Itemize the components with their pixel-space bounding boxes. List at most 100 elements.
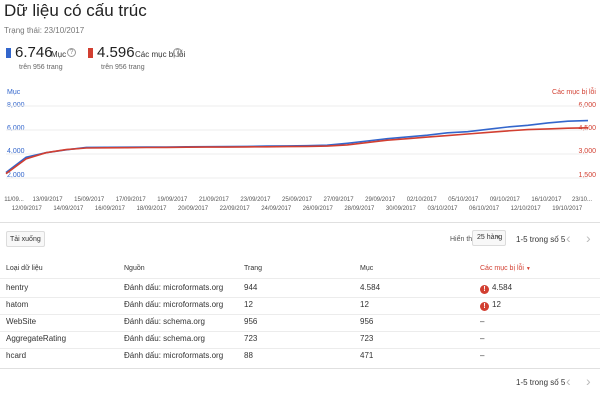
x-tick-label: 27/09/2017 [323, 197, 354, 203]
table-header-divider [0, 278, 600, 279]
cell-error-items: – [480, 351, 485, 360]
metric-error-items: 4.596 Các mục bị lỗi ? trên 956 trang [88, 44, 198, 74]
cell-source: Đánh dấu: schema.org [124, 334, 205, 343]
cell-source: Đánh dấu: schema.org [124, 317, 205, 326]
x-tick-label: 23/09/2017 [240, 197, 271, 203]
items-count: 6.746 [15, 44, 53, 61]
cell-type: hcard [6, 351, 27, 360]
x-tick-label: 29/09/2017 [365, 197, 396, 203]
errors-color-swatch [88, 48, 93, 58]
error-items-sub: trên 956 trang [101, 64, 145, 71]
cell-source: Đánh dấu: microformats.org [124, 300, 224, 309]
x-tick-label: 26/09/2017 [302, 206, 333, 212]
column-header-error-items[interactable]: Các mục bị lỗi ▼ [480, 265, 531, 272]
x-tick-label: 02/10/2017 [406, 197, 437, 203]
help-icon[interactable]: ? [173, 48, 182, 57]
download-button[interactable]: Tải xuống [6, 231, 45, 247]
error-icon: ! [480, 285, 489, 294]
column-header-source[interactable]: Nguồn [124, 265, 145, 272]
error-count: 4.584 [492, 283, 513, 292]
items-color-swatch [6, 48, 11, 58]
x-tick-label: 15/09/2017 [74, 197, 105, 203]
series-line-error-items [5, 127, 589, 175]
chevron-right-icon[interactable]: › [586, 230, 591, 246]
x-tick-label: 19/10/2017 [552, 206, 583, 212]
cell-pages: 956 [244, 317, 258, 326]
line-chart [5, 105, 589, 179]
row-divider [0, 348, 600, 349]
x-tick-label: 09/10/2017 [489, 197, 520, 203]
x-tick-label: 21/09/2017 [198, 197, 229, 203]
error-items-count: 4.596 [97, 44, 135, 61]
x-tick-label: 22/09/2017 [219, 206, 250, 212]
x-tick-label: 13/09/2017 [32, 197, 63, 203]
x-tick-label: 20/09/2017 [178, 206, 209, 212]
chevron-left-icon[interactable]: ‹ [566, 373, 571, 389]
x-tick-label: 25/09/2017 [281, 197, 313, 203]
cell-error-items: ! 4.584 [480, 283, 512, 294]
left-tick: 4,000 [7, 148, 25, 155]
chart-grid [6, 105, 588, 179]
right-tick: 3,000 [578, 148, 596, 155]
items-label: Mục [51, 50, 67, 59]
error-items-label: Các mục bị lỗi [135, 50, 186, 59]
x-tick-label: 28/09/2017 [344, 206, 375, 212]
column-header-items[interactable]: Mục [360, 265, 374, 272]
x-tick-label: 12/10/2017 [510, 206, 541, 212]
x-tick-label: 14/09/2017 [53, 206, 84, 212]
pagination-range: 1-5 trong số 5 [516, 235, 566, 244]
cell-source: Đánh dấu: microformats.org [124, 351, 224, 360]
cell-error-items: – [480, 317, 485, 326]
x-tick-label: 17/09/2017 [115, 197, 146, 203]
x-tick-label: 03/10/2017 [427, 206, 458, 212]
error-icon: ! [480, 302, 489, 311]
left-tick: 6,000 [7, 125, 25, 132]
rows-per-page-select[interactable]: 25 hàng ▼ [472, 230, 506, 246]
row-divider [0, 314, 600, 315]
row-divider [0, 297, 600, 298]
sort-desc-icon: ▼ [525, 266, 531, 272]
cell-type: AggregateRating [6, 334, 67, 343]
cell-error-items: – [480, 334, 485, 343]
divider [0, 222, 600, 223]
x-tick-label: 30/09/2017 [385, 206, 416, 212]
x-tick-label: 24/09/2017 [261, 206, 292, 212]
cell-error-items: ! 12 [480, 300, 501, 311]
chevron-left-icon[interactable]: ‹ [566, 230, 571, 246]
cell-items: 471 [360, 351, 374, 360]
column-header-type[interactable]: Loại dữ liệu [6, 265, 43, 272]
cell-type: hatom [6, 300, 29, 309]
cell-type: hentry [6, 283, 29, 292]
chevron-right-icon[interactable]: › [586, 373, 591, 389]
cell-pages: 12 [244, 300, 253, 309]
metric-items: 6.746 Mục ? trên 956 trang [6, 44, 86, 74]
x-tick-label: 06/10/2017 [469, 206, 500, 212]
cell-items: 956 [360, 317, 374, 326]
x-tick-label: 12/09/2017 [11, 206, 42, 212]
chevron-down-icon: ▼ [495, 235, 501, 241]
cell-items: 12 [360, 300, 369, 309]
error-count: 12 [492, 300, 501, 309]
x-tick-label: 19/09/2017 [157, 197, 188, 203]
right-tick: 1,500 [578, 172, 596, 179]
cell-pages: 944 [244, 283, 258, 292]
x-tick-label: 16/09/2017 [94, 206, 125, 212]
rows-label: Hiển thị [450, 236, 474, 243]
left-tick: 2,000 [7, 172, 25, 179]
rows-per-page-value: 25 hàng [477, 234, 503, 241]
x-tick-label: 05/10/2017 [448, 197, 479, 203]
column-header-error-label: Các mục bị lỗi [480, 265, 524, 272]
items-sub: trên 956 trang [19, 64, 63, 71]
row-divider [0, 331, 600, 332]
column-header-pages[interactable]: Trang [244, 265, 263, 272]
x-tick-label: 23/10... [571, 197, 593, 203]
page-title: Dữ liệu có cấu trúc [4, 1, 147, 20]
cell-type: WebSite [6, 317, 37, 326]
x-tick-label: 11/09... [4, 197, 24, 203]
cell-items: 4.584 [360, 283, 381, 292]
status-date: Trạng thái: 23/10/2017 [4, 26, 85, 35]
cell-items: 723 [360, 334, 374, 343]
x-tick-label: 18/09/2017 [136, 206, 167, 212]
help-icon[interactable]: ? [67, 48, 76, 57]
footer-pagination-range: 1-5 trong số 5 [516, 378, 566, 387]
